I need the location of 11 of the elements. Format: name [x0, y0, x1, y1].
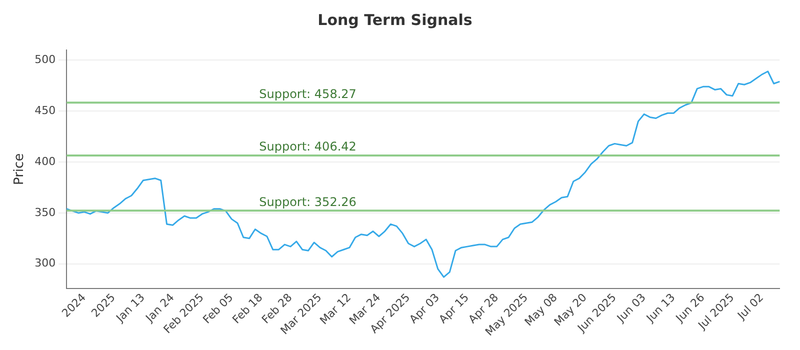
x-tick-label: Jul 02 — [734, 290, 766, 323]
ref-line-label: Support: 406.42 — [259, 140, 356, 154]
y-tick-label: 350 — [34, 206, 56, 219]
y-tick-label: 450 — [34, 104, 56, 117]
y-tick-label: 300 — [34, 256, 56, 270]
y-axis-title: Price — [12, 153, 28, 186]
y-tick-label: 400 — [34, 154, 56, 168]
ref-line-label: Support: 458.27 — [259, 86, 356, 101]
chart-title: Long Term Signals — [318, 10, 472, 29]
ref-line-label: Support: 352.26 — [259, 194, 356, 209]
y-tick-label: 500 — [34, 53, 56, 66]
